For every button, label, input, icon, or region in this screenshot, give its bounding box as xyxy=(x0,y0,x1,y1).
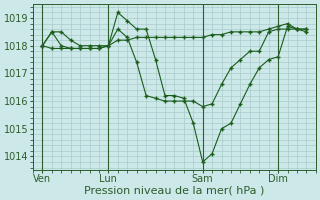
X-axis label: Pression niveau de la mer( hPa ): Pression niveau de la mer( hPa ) xyxy=(84,186,265,196)
